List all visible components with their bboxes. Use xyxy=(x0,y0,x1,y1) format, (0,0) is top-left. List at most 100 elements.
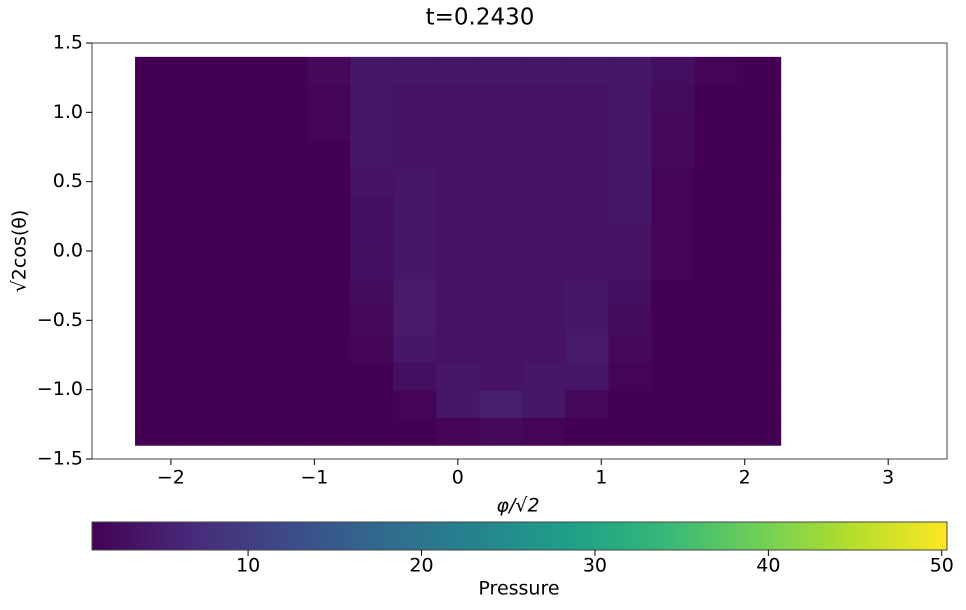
heat-cell xyxy=(264,251,308,280)
heat-cell xyxy=(522,56,567,86)
heat-cell xyxy=(737,306,782,335)
heat-cell xyxy=(264,140,308,169)
heat-cell xyxy=(737,389,782,418)
heat-cell xyxy=(135,84,179,113)
heat-cell xyxy=(436,56,480,86)
heat-cell xyxy=(522,361,567,391)
heat-cell xyxy=(651,56,696,86)
heat-cell xyxy=(479,251,523,280)
y-axis-label: √2cos(θ) xyxy=(9,210,31,293)
heat-cell xyxy=(264,223,308,252)
heat-cell xyxy=(307,389,351,418)
heat-cell xyxy=(522,306,567,335)
heat-cell xyxy=(178,361,222,391)
heat-cell xyxy=(522,223,567,252)
heat-cell xyxy=(479,389,523,418)
heat-cell xyxy=(221,278,265,308)
heat-cell xyxy=(178,389,222,418)
heat-cell xyxy=(178,417,222,446)
heat-cell xyxy=(565,56,610,86)
heat-cell xyxy=(307,112,351,141)
heat-cell xyxy=(393,361,437,391)
heat-cell xyxy=(608,361,653,391)
heat-cell xyxy=(393,195,437,224)
heat-cell xyxy=(565,278,610,308)
heat-cell xyxy=(307,334,351,363)
heat-cell xyxy=(651,195,696,224)
heat-cell xyxy=(565,195,610,224)
heat-cell xyxy=(393,389,437,418)
heat-cell xyxy=(651,251,696,280)
heat-cell xyxy=(350,56,394,86)
heat-cell xyxy=(436,334,480,363)
colorbar-label: Pressure xyxy=(478,578,559,600)
heat-cell xyxy=(565,251,610,280)
heat-cell xyxy=(350,334,394,363)
heat-cell xyxy=(608,389,653,418)
heat-cell xyxy=(479,195,523,224)
heat-cell xyxy=(565,140,610,169)
heat-cell xyxy=(436,84,480,113)
y-tick-label: −1.5 xyxy=(37,448,83,470)
heat-cell xyxy=(565,306,610,335)
heat-cell xyxy=(264,361,308,391)
colorbar-tick-label: 50 xyxy=(930,555,954,577)
heat-cell xyxy=(651,167,696,197)
heat-cell xyxy=(565,112,610,141)
heat-cell xyxy=(307,167,351,197)
x-tick-label: 0 xyxy=(452,467,464,489)
heat-cell xyxy=(264,334,308,363)
heat-cell xyxy=(307,195,351,224)
heat-cell xyxy=(694,167,739,197)
y-tick-label: −1.0 xyxy=(37,378,83,400)
heat-cell xyxy=(694,56,739,86)
heat-cell xyxy=(135,389,179,418)
heat-cell xyxy=(350,195,394,224)
y-tick-label: 1.0 xyxy=(53,101,83,123)
heat-cell xyxy=(608,334,653,363)
heat-cell xyxy=(264,306,308,335)
heat-cell xyxy=(479,417,523,446)
heat-cell xyxy=(436,195,480,224)
heat-cell xyxy=(479,56,523,86)
colorbar-tick-label: 40 xyxy=(756,555,780,577)
heat-cell xyxy=(737,167,782,197)
heat-cell xyxy=(565,223,610,252)
heat-cell xyxy=(479,306,523,335)
heat-cell xyxy=(135,278,179,308)
heat-cell xyxy=(393,140,437,169)
heat-cell xyxy=(522,112,567,141)
heat-cell xyxy=(651,140,696,169)
y-tick-label: 0.5 xyxy=(53,170,83,192)
heat-cell xyxy=(350,417,394,446)
heat-cell xyxy=(608,167,653,197)
heat-cell xyxy=(221,112,265,141)
heat-cell xyxy=(135,251,179,280)
heat-cell xyxy=(694,223,739,252)
chart-title: t=0.2430 xyxy=(426,5,535,31)
heat-cell xyxy=(436,278,480,308)
heat-cell xyxy=(522,195,567,224)
heat-cell xyxy=(221,306,265,335)
heat-cell xyxy=(737,140,782,169)
heat-cell xyxy=(479,140,523,169)
heat-cell xyxy=(436,112,480,141)
heat-cell xyxy=(436,417,480,446)
y-tick-label: 1.5 xyxy=(53,32,83,54)
heat-cell xyxy=(307,84,351,113)
heat-cell xyxy=(178,223,222,252)
heat-cell xyxy=(694,389,739,418)
heat-cell xyxy=(221,195,265,224)
heat-cell xyxy=(135,334,179,363)
heat-cell xyxy=(393,306,437,335)
heat-cell xyxy=(436,223,480,252)
heat-cell xyxy=(307,251,351,280)
heat-cell xyxy=(651,223,696,252)
heat-cell xyxy=(737,56,782,86)
heat-cell xyxy=(565,417,610,446)
x-tick-label: 3 xyxy=(882,467,894,489)
heat-cell xyxy=(479,112,523,141)
heat-cell xyxy=(135,223,179,252)
heat-cell xyxy=(221,389,265,418)
heat-cell xyxy=(479,223,523,252)
